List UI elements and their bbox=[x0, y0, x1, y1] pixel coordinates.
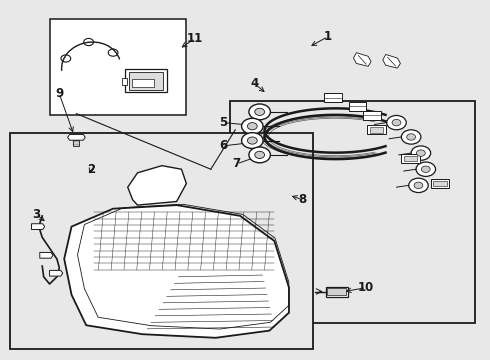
Bar bbox=[230, 101, 475, 323]
Polygon shape bbox=[383, 54, 400, 68]
Text: 11: 11 bbox=[187, 32, 203, 45]
Circle shape bbox=[84, 39, 94, 46]
Bar bbox=[10, 134, 314, 348]
Text: 7: 7 bbox=[233, 157, 241, 170]
Circle shape bbox=[409, 178, 428, 193]
Circle shape bbox=[249, 104, 270, 120]
Polygon shape bbox=[49, 270, 63, 276]
Bar bbox=[404, 156, 417, 161]
Polygon shape bbox=[68, 134, 85, 140]
Text: 8: 8 bbox=[298, 193, 307, 206]
Circle shape bbox=[392, 120, 401, 126]
Bar bbox=[401, 154, 420, 163]
Circle shape bbox=[387, 116, 406, 130]
Bar bbox=[433, 181, 447, 186]
Bar bbox=[327, 288, 345, 296]
Bar bbox=[49, 19, 186, 116]
Bar bbox=[74, 140, 79, 146]
Bar bbox=[132, 78, 154, 87]
Circle shape bbox=[255, 108, 265, 116]
Circle shape bbox=[247, 137, 257, 144]
Bar bbox=[369, 127, 383, 133]
Bar bbox=[431, 179, 449, 188]
Circle shape bbox=[61, 55, 71, 62]
Polygon shape bbox=[31, 224, 45, 229]
Circle shape bbox=[242, 133, 263, 148]
Circle shape bbox=[249, 147, 270, 163]
Bar bbox=[324, 93, 342, 102]
Bar bbox=[122, 78, 127, 85]
Bar bbox=[125, 69, 167, 92]
Bar bbox=[326, 287, 347, 297]
Circle shape bbox=[247, 123, 257, 130]
Polygon shape bbox=[64, 205, 289, 338]
Circle shape bbox=[255, 151, 265, 158]
Circle shape bbox=[242, 118, 263, 134]
Text: 9: 9 bbox=[55, 87, 63, 100]
Text: 2: 2 bbox=[87, 163, 95, 176]
Text: 10: 10 bbox=[358, 281, 374, 294]
Bar bbox=[129, 72, 163, 90]
Circle shape bbox=[416, 162, 436, 176]
Circle shape bbox=[411, 146, 431, 160]
Circle shape bbox=[421, 166, 430, 172]
Bar bbox=[367, 125, 386, 134]
Polygon shape bbox=[128, 166, 186, 205]
Text: 4: 4 bbox=[251, 77, 259, 90]
Bar bbox=[348, 102, 366, 111]
Circle shape bbox=[108, 49, 118, 56]
Text: 1: 1 bbox=[324, 30, 332, 43]
Circle shape bbox=[401, 130, 421, 144]
Circle shape bbox=[416, 150, 425, 156]
Circle shape bbox=[414, 182, 423, 189]
Polygon shape bbox=[40, 252, 53, 258]
Circle shape bbox=[407, 134, 416, 140]
Text: 6: 6 bbox=[219, 139, 227, 152]
Polygon shape bbox=[353, 53, 371, 66]
Text: 5: 5 bbox=[219, 116, 227, 129]
Text: 3: 3 bbox=[32, 208, 40, 221]
Bar bbox=[363, 111, 381, 120]
